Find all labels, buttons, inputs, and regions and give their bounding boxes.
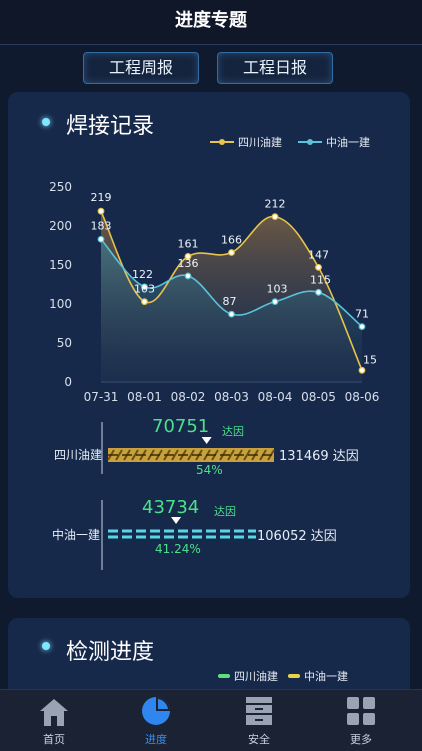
series-zhongyou-point [358,323,366,331]
series-sichuan-point [358,366,366,374]
zhongyou-done-value: 43734 [142,497,200,518]
series-zhongyou-point [315,288,322,296]
series-sichuan-data-label: 15 [363,353,377,366]
series-sichuan-point [97,207,105,215]
x-tick-label: 08-03 [214,390,249,404]
y-tick-label: 0 [64,375,72,389]
x-tick-label: 08-01 [127,390,162,404]
progress-marker-icon [171,517,182,524]
zhongyou-done-unit: 达因 [214,505,236,518]
sichuan-bar-label: 四川油建 [54,448,103,462]
welding-chart: 250 200 150 100 50 0 219 103 161 166 212 147 15 183 1… [49,180,380,404]
nav-label: 进度 [145,733,167,746]
legend-label: 中油一建 [304,670,348,683]
x-tick-label: 08-06 [345,390,380,404]
top-bar: 进度专题 [0,0,422,45]
x-tick-label: 08-05 [301,390,336,404]
title-bullet-icon [42,118,50,126]
series-zhongyou-data-label: 115 [310,273,331,286]
sichuan-percent: 54% [196,463,223,477]
legend-swatch-icon [288,674,300,678]
series-zhongyou-data-label: 71 [355,308,369,321]
series-sichuan-point [271,213,279,221]
series-zhongyou-point [97,235,105,243]
zhongyou-bar-label: 中油一建 [52,528,101,542]
nav-more[interactable]: 更多 [331,690,391,751]
nav-home[interactable]: 首页 [24,690,84,751]
inspection-title: 检测进度 [66,640,155,665]
zhongyou-percent: 41.24% [155,542,201,556]
y-tick-label: 150 [49,258,72,272]
sichuan-done-unit: 达因 [222,425,244,438]
series-sichuan-data-label: 166 [221,234,242,247]
tab-weekly-report[interactable]: 工程周报 [83,52,199,84]
sichuan-total: 131469 达因 [279,449,359,464]
welding-title: 焊接记录 [66,114,155,139]
legend-label: 四川油建 [238,136,282,149]
tab-daily-report[interactable]: 工程日报 [217,52,333,84]
series-zhongyou-area [101,239,362,382]
x-tick-label: 07-31 [84,390,119,404]
legend-label: 中油一建 [326,136,370,149]
series-sichuan-point [228,249,235,256]
progress-bars [101,422,275,570]
x-tick-label: 08-02 [171,390,206,404]
bar-stripe [115,449,123,461]
legend-item-zhongyou: 中油一建 [288,668,348,684]
bar-stripe [187,449,195,461]
y-tick-label: 100 [49,297,72,311]
legend-swatch-icon [210,139,234,145]
series-sichuan-point [141,298,148,306]
safety-box-icon [246,697,272,725]
series-zhongyou-data-label: 103 [267,283,288,296]
legend-swatch-icon [218,674,230,678]
series-zhongyou-point [228,310,235,318]
series-sichuan-data-label: 161 [178,237,199,250]
series-sichuan-data-label: 147 [308,248,329,261]
nav-safety[interactable]: 安全 [229,690,289,751]
y-tick-label: 50 [57,336,72,350]
series-sichuan-point [184,253,192,260]
nav-label: 首页 [43,733,65,746]
legend-swatch-icon [298,139,322,145]
nav-label: 安全 [248,733,270,746]
series-sichuan-data-label: 219 [91,191,112,204]
zhongyou-progress-bar [101,500,256,570]
legend-item-sichuan: 四川油建 [210,134,282,150]
zhongyou-total: 106052 达因 [257,529,337,544]
legend-label: 四川油建 [234,670,278,683]
pie-chart-icon [142,697,170,725]
grid-icon [347,697,375,725]
series-zhongyou-data-label: 136 [178,257,199,270]
home-icon [40,699,68,726]
series-sichuan-data-label: 103 [134,283,155,296]
nav-label: 更多 [350,733,372,746]
y-tick-label: 250 [49,180,72,194]
bottom-nav: 首页 进度 安全 更多 [0,689,422,751]
nav-progress[interactable]: 进度 [126,690,186,751]
series-zhongyou-point [271,298,279,306]
series-zhongyou-point [141,283,148,291]
legend-item-zhongyou: 中油一建 [298,134,370,150]
sichuan-done-value: 70751 [152,416,210,437]
x-tick-label: 08-04 [258,390,293,404]
progress-marker-icon [201,437,212,444]
series-zhongyou-data-label: 87 [223,295,237,308]
bar-stripe [131,449,139,461]
title-bullet-icon [42,642,50,650]
legend-item-sichuan: 四川油建 [218,668,278,684]
bar-stripe [227,449,235,461]
series-zhongyou-data-label: 122 [132,268,153,281]
series-sichuan-data-label: 212 [265,198,286,211]
page-title: 进度专题 [175,10,247,31]
series-zhongyou-data-label: 183 [91,219,112,232]
bar-stripe [171,449,179,461]
y-tick-label: 200 [49,219,72,233]
series-zhongyou-point [184,272,192,280]
sichuan-progress-bar [101,422,275,474]
bar-stripe [243,449,251,461]
series-sichuan-point [315,263,322,271]
